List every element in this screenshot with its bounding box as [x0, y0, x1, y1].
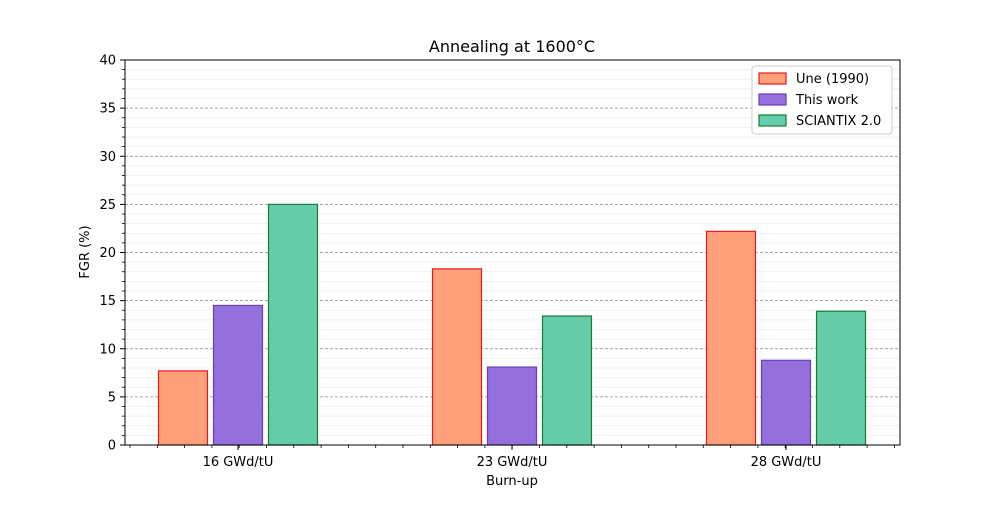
chart-title: Annealing at 1600°C — [429, 37, 595, 56]
y-tick-label: 5 — [108, 390, 116, 405]
bar — [267, 203, 319, 446]
bar — [705, 230, 757, 446]
y-tick-label: 10 — [99, 342, 116, 357]
legend-swatch — [758, 93, 787, 106]
y-tick-label: 20 — [99, 246, 116, 261]
y-tick-label: 15 — [99, 294, 116, 309]
x-axis-label: Burn-up — [486, 474, 538, 489]
plot-frame — [124, 59, 901, 446]
y-tick-label: 0 — [108, 439, 116, 454]
legend-label: This work — [795, 93, 859, 108]
legend-frame — [751, 65, 893, 135]
y-tick-label: 40 — [99, 54, 116, 69]
legend-label: SCIANTIX 2.0 — [796, 114, 881, 129]
legend-swatch — [758, 114, 787, 127]
bar — [157, 370, 209, 446]
bar — [541, 315, 593, 446]
x-tick-label: 16 GWd/tU — [203, 455, 274, 470]
bar — [212, 304, 264, 446]
y-tick-label: 35 — [99, 102, 116, 117]
legend: Une (1990) This work SCIANTIX 2.0 — [751, 65, 893, 135]
x-tick-label: 28 GWd/tU — [751, 455, 822, 470]
bar — [815, 310, 867, 446]
y-axis-label: FGR (%) — [78, 225, 93, 278]
bar — [431, 268, 483, 446]
y-tick-label: 30 — [99, 150, 116, 165]
bars-layer — [157, 203, 867, 446]
x-tick-label: 23 GWd/tU — [477, 455, 548, 470]
axes-layer: 0 5 10 15 20 25 30 35 40 16 GWd/tU 23 GWd/tU 28 GWd… — [99, 54, 901, 470]
bar — [760, 359, 812, 446]
legend-swatch — [758, 72, 787, 85]
y-tick-label: 25 — [99, 198, 116, 213]
bar — [486, 366, 538, 446]
legend-label: Une (1990) — [796, 72, 869, 87]
